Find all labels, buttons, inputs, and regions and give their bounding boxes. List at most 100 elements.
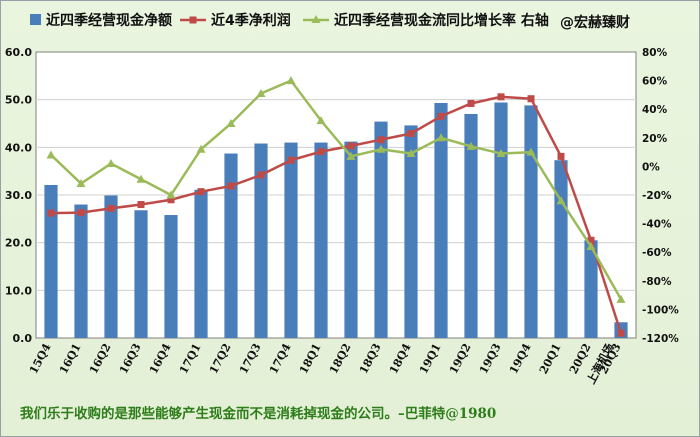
bar-cash-flow [374, 121, 388, 339]
right-axis-tick-label: -40% [642, 219, 672, 231]
bar-cash-flow [284, 142, 298, 338]
marker-growth-rate [346, 151, 356, 160]
bar-cash-flow [254, 143, 268, 338]
legend-label: 近4季净利润 [211, 12, 291, 29]
bar-cash-flow [134, 210, 148, 338]
bar-cash-flow [44, 184, 58, 338]
marker-net-profit [347, 142, 355, 150]
x-axis-tick-label: 19Q2 [447, 341, 474, 376]
x-axis-tick-label: 16Q4 [147, 341, 174, 376]
marker-net-profit [227, 182, 235, 190]
bar-cash-flow [194, 189, 208, 338]
marker-net-profit [167, 196, 175, 204]
x-axis-tick-label: 16Q1 [57, 341, 84, 376]
marker-growth-rate [226, 119, 236, 127]
x-axis-tick-label: 18Q3 [357, 341, 384, 376]
legend-swatch-bar [30, 14, 41, 25]
right-axis-tick-label: -80% [642, 276, 672, 288]
right-axis-tick-label: 60% [642, 76, 668, 88]
marker-net-profit [77, 209, 85, 217]
x-axis-tick-label: 18Q2 [327, 341, 354, 376]
marker-net-profit [527, 95, 535, 103]
marker-net-profit [587, 236, 595, 244]
marker-net-profit [497, 93, 505, 101]
left-axis-tick-label: 60.0 [5, 46, 32, 59]
marker-net-profit [557, 152, 565, 160]
bar-cash-flow [224, 153, 238, 338]
marker-growth-rate [556, 196, 566, 205]
x-axis-tick-label: 17Q4 [267, 341, 294, 376]
x-axis-tick-label: 19Q4 [507, 341, 534, 376]
marker-growth-rate [196, 144, 206, 153]
right-axis-tick-label: 80% [642, 47, 668, 59]
marker-net-profit [287, 156, 295, 164]
marker-growth-rate [496, 149, 506, 158]
marker-net-profit [137, 201, 145, 209]
marker-growth-rate [46, 150, 56, 159]
marker-net-profit [407, 130, 415, 138]
marker-growth-rate [136, 174, 146, 183]
x-axis-tick-label: 17Q2 [207, 341, 234, 376]
line-growth-rate [50, 79, 623, 301]
marker-growth-rate [376, 144, 386, 153]
x-axis-tick-label: 19Q1 [417, 341, 444, 376]
legend-swatch-marker [311, 15, 321, 23]
marker-growth-rate [106, 159, 116, 168]
left-axis-tick-label: 20.0 [5, 237, 32, 250]
bar-cash-flow [554, 160, 568, 338]
bar-cash-flow [404, 125, 418, 338]
bar-cash-flow [494, 102, 508, 338]
marker-net-profit [107, 204, 115, 212]
marker-growth-rate [466, 141, 476, 150]
marker-net-profit [467, 99, 475, 107]
marker-net-profit [197, 188, 205, 196]
right-axis-tick-label: -120% [642, 333, 679, 345]
bar-cash-flow [434, 103, 448, 339]
x-axis-tick-label: 19Q3 [477, 341, 504, 376]
marker-net-profit [437, 112, 445, 120]
legend-label: 近四季经营现金净额 [46, 12, 172, 29]
x-axis-tick-label: 18Q1 [297, 341, 324, 376]
bar-cash-flow [464, 113, 478, 338]
left-axis-tick-label: 0.0 [13, 332, 33, 345]
bar-cash-flow [524, 105, 538, 339]
x-axis-tick-label: 16Q3 [117, 341, 144, 376]
bar-cash-flow [344, 141, 358, 338]
line-net-profit [50, 95, 623, 334]
x-axis-tick-label: 17Q1 [177, 341, 204, 376]
marker-net-profit [377, 136, 385, 144]
marker-growth-rate [526, 147, 536, 156]
x-axis-tick-label: 17Q3 [237, 341, 264, 376]
marker-growth-rate [616, 294, 626, 303]
right-axis-tick-label: 40% [642, 104, 668, 116]
left-axis-tick-label: 30.0 [5, 189, 32, 202]
footer-quote: 我们乐于收购的是那些能够产生现金而不是消耗掉现金的公司。–巴菲特@1980 [20, 406, 497, 422]
marker-growth-rate [436, 133, 446, 142]
legend-swatch-marker [189, 16, 197, 24]
x-axis-tick-label: 20Q1 [537, 341, 564, 376]
x-axis-tick-label: 16Q2 [87, 341, 114, 376]
right-axis-tick-label: 20% [642, 133, 668, 145]
marker-growth-rate [406, 149, 416, 158]
marker-net-profit [47, 209, 55, 217]
marker-growth-rate [256, 88, 266, 97]
bar-cash-flow [74, 204, 88, 338]
legend-label: 近四季经营现金流同比增长率 右轴 [334, 12, 549, 29]
watermark-text: @宏赫臻财 [560, 15, 630, 31]
bar-cash-flow [314, 142, 328, 338]
marker-net-profit [617, 329, 625, 337]
marker-growth-rate [166, 190, 176, 199]
marker-growth-rate [586, 241, 596, 250]
left-axis-tick-label: 40.0 [5, 141, 32, 154]
marker-growth-rate [316, 116, 326, 125]
marker-growth-rate [76, 179, 86, 188]
right-axis-tick-label: 0% [642, 161, 660, 173]
left-axis-tick-label: 10.0 [5, 284, 32, 297]
right-axis-tick-label: -60% [642, 247, 672, 259]
bar-cash-flow [164, 215, 178, 338]
marker-growth-rate [286, 76, 296, 85]
right-axis-tick-label: -20% [642, 190, 672, 202]
x-axis-tick-label: 15Q4 [27, 341, 54, 376]
marker-net-profit [257, 171, 265, 179]
